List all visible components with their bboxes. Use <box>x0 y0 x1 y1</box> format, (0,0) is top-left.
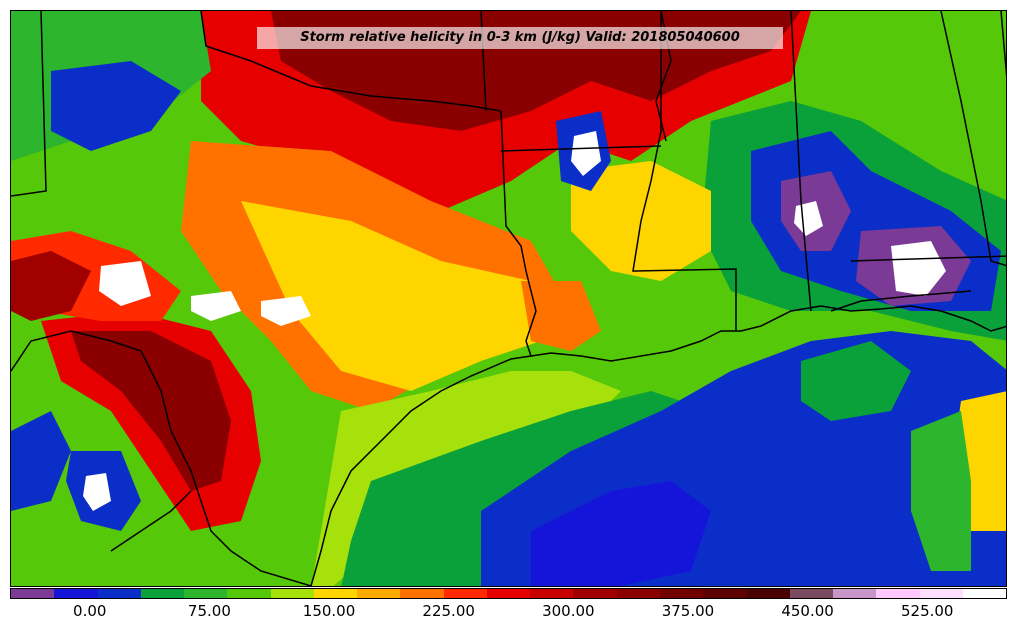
colorbar-swatch <box>573 589 617 598</box>
boundary-nm-tx <box>11 11 47 197</box>
field-region-east-white <box>891 241 946 296</box>
colorbar-swatch <box>140 589 185 598</box>
colorbar <box>10 588 1007 599</box>
field-region-gulf-blue-deep <box>531 481 711 586</box>
map-panel[interactable]: Storm relative helicity in 0-3 km (J/kg)… <box>10 10 1007 587</box>
colorbar-swatch <box>833 589 877 598</box>
colorbar-swatch <box>313 589 358 598</box>
boundary-ms-al <box>790 11 812 312</box>
colorbar-swatch <box>184 589 228 598</box>
colorbar-swatch <box>789 589 834 598</box>
colorbar-ticks: 0.00 75.00 150.00 225.00 300.00 375.00 450.00 5… <box>10 602 1007 626</box>
boundary-al-fl <box>850 255 1006 262</box>
boundary-fl-top <box>830 290 972 312</box>
coastline <box>310 305 1006 586</box>
colorbar-swatch <box>486 589 531 598</box>
field-region-right-green <box>911 411 971 571</box>
boundaries <box>11 11 1006 586</box>
colorbar-swatch <box>227 589 271 598</box>
colorbar-tick-label: 75.00 <box>187 602 231 620</box>
helicity-map <box>11 11 1006 586</box>
boundary-la-ms <box>632 11 737 331</box>
boundary-ok-tx <box>200 11 502 112</box>
colorbar-swatch <box>659 589 704 598</box>
field-region-sw-blue <box>11 411 71 511</box>
colorbar-swatch <box>443 589 487 598</box>
colorbar-swatch <box>616 589 660 598</box>
colorbar-swatch <box>97 589 141 598</box>
boundary-tx-la <box>500 110 537 357</box>
field-region-gulf-green-patch <box>801 341 911 421</box>
colorbar-swatch <box>400 589 444 598</box>
field-region-mid-yellow <box>241 201 571 391</box>
field-region-texas-white <box>83 473 111 511</box>
colorbar-swatch <box>54 589 98 598</box>
colorbar-swatch <box>962 589 1007 598</box>
colorbar-swatch <box>746 589 790 598</box>
colorbar-swatch <box>530 589 574 598</box>
field-region-mid-white-cells2 <box>191 291 241 321</box>
colorbar-swatch <box>357 589 401 598</box>
field-region-texas-darkred <box>71 331 231 491</box>
colorbar-tick-label: 300.00 <box>542 602 595 620</box>
boundary-ga-top <box>1000 11 1006 77</box>
map-title: Storm relative helicity in 0-3 km (J/kg)… <box>257 27 783 49</box>
boundary-tx-mexico <box>11 330 312 586</box>
field-region-mid-white-cells <box>99 261 151 306</box>
colorbar-swatch <box>703 589 747 598</box>
colorbar-tick-label: 375.00 <box>661 602 715 620</box>
colorbar-tick-label: 450.00 <box>781 602 834 620</box>
field-region-la-orange <box>521 281 601 351</box>
field-region-mid-white-cells3 <box>261 296 311 326</box>
boundary-tx-south <box>110 490 192 552</box>
field-region-west-darkred <box>11 251 91 321</box>
boundary-ar-la <box>500 145 662 152</box>
boundary-al-ga <box>940 11 1006 267</box>
colorbar-swatch <box>919 589 963 598</box>
colorbar-tick-label: 0.00 <box>73 602 107 620</box>
field-region-west-blue <box>51 61 181 151</box>
colorbar-tick-label: 150.00 <box>302 602 356 620</box>
colorbar-swatch <box>11 589 55 598</box>
colorbar-tick-label: 225.00 <box>422 602 475 620</box>
colorbar-swatch <box>876 589 920 598</box>
colorbar-swatch <box>270 589 314 598</box>
colorbar-tick-label: 525.00 <box>900 602 954 620</box>
field-region-ar-white <box>571 131 601 176</box>
